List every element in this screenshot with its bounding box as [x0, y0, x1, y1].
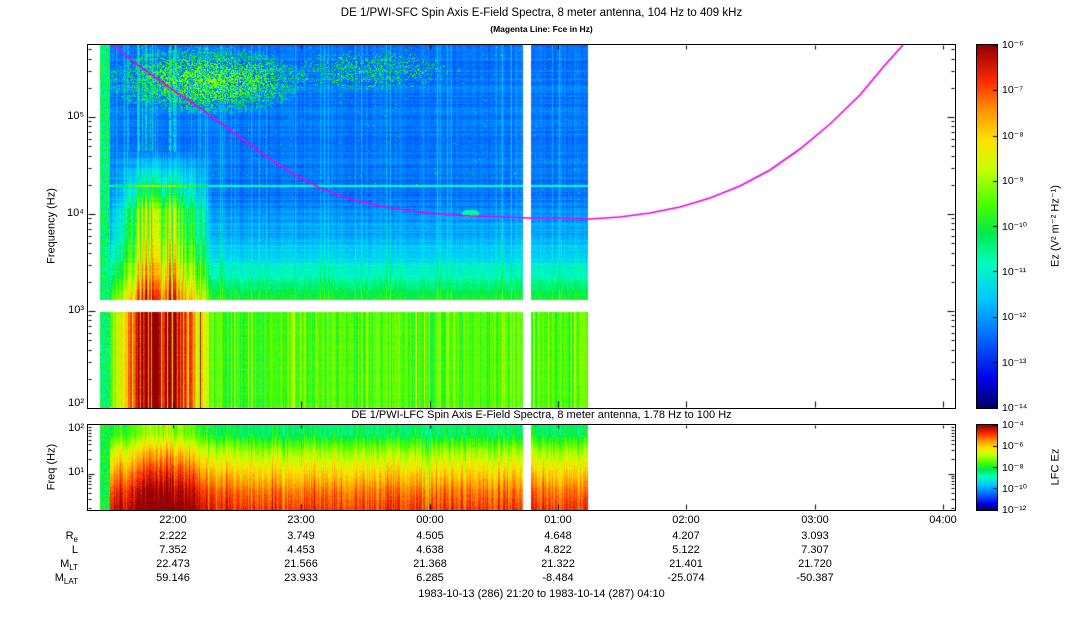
lfc-colorbar-tick-label: 10⁻⁴: [1002, 419, 1024, 431]
lfc-ytick-label: 10¹: [68, 466, 84, 478]
sfc-ytick-label: 10²: [68, 397, 84, 409]
lfc-colorbar-tick-label: 10⁻⁶: [1002, 440, 1024, 453]
ephemeris-value: 4.505: [416, 530, 444, 542]
ephemeris-row-label-mlt: MLT: [60, 558, 78, 573]
ephemeris-value: 21.566: [284, 558, 318, 570]
ephemeris-value: 5.122: [672, 544, 700, 556]
ephemeris-value: 22.473: [156, 558, 190, 570]
ephemeris-row-label-re: Re: [65, 530, 78, 545]
ephemeris-value: -25.074: [667, 572, 705, 584]
sfc-colorbar-tick-label: 10⁻¹⁴: [1002, 402, 1028, 414]
ephemeris-value: 7.352: [159, 544, 187, 556]
ephemeris-value: 4.822: [544, 544, 572, 556]
lfc-spectrogram-canvas: [88, 425, 955, 510]
ephemeris-value: -50.387: [796, 572, 834, 584]
sfc-colorbar-tick-label: 10⁻¹²: [1002, 311, 1027, 324]
ephemeris-value: 21.322: [541, 558, 575, 570]
ephemeris-value: 4.648: [544, 530, 572, 542]
caption: 1983-10-13 (286) 21:20 to 1983-10-14 (28…: [418, 588, 665, 600]
ephemeris-value: -8.484: [542, 572, 574, 584]
sfc-colorbar-tick-label: 10⁻⁹: [1002, 175, 1024, 188]
sfc-ytick-label: 10³: [68, 304, 84, 316]
lfc-title: DE 1/PWI-LFC Spin Axis E-Field Spectra, …: [351, 409, 732, 421]
ephemeris-value: 4.638: [416, 544, 444, 556]
sfc-colorbar-tick-label: 10⁻¹³: [1002, 356, 1027, 369]
sfc-ytick-label: 10⁴: [67, 207, 84, 219]
ephemeris-value: 3.749: [287, 530, 315, 542]
ephemeris-value: 3.093: [801, 530, 829, 542]
ephemeris-value: 21.368: [413, 558, 447, 570]
sfc-colorbar-tick-label: 10⁻¹⁰: [1002, 220, 1027, 233]
sfc-subtitle: (Magenta Line: Fce in Hz): [490, 24, 593, 34]
sfc-colorbar-tick-label: 10⁻⁶: [1002, 39, 1024, 51]
sfc-colorbar-tick-label: 10⁻⁸: [1002, 129, 1024, 142]
x-tick-label: 22:00: [159, 514, 187, 526]
ephemeris-value: 7.307: [801, 544, 829, 556]
lfc-colorbar-tick-label: 10⁻¹⁰: [1002, 482, 1027, 495]
sfc-ytick-label: 10⁵: [67, 110, 84, 122]
lfc-ytick-label: 10²: [68, 422, 84, 434]
x-tick-label: 00:00: [416, 514, 444, 526]
ephemeris-value: 23.933: [284, 572, 318, 584]
x-tick-label: 04:00: [929, 514, 957, 526]
lfc-colorbar-tick-label: 10⁻¹²: [1002, 504, 1027, 516]
sfc-spectrogram-canvas: [88, 45, 955, 408]
sfc-colorbar-tick-label: 10⁻⁷: [1002, 84, 1024, 97]
ephemeris-value: 2.222: [159, 530, 187, 542]
ephemeris-value: 59.146: [156, 572, 190, 584]
ephemeris-value: 21.720: [798, 558, 832, 570]
ephemeris-value: 4.207: [672, 530, 700, 542]
lfc-colorbar-canvas: [977, 425, 997, 510]
x-tick-label: 02:00: [672, 514, 700, 526]
x-tick-label: 23:00: [287, 514, 315, 526]
ephemeris-value: 6.285: [416, 572, 444, 584]
x-tick-label: 01:00: [544, 514, 572, 526]
x-tick-label: 03:00: [801, 514, 829, 526]
ephemeris-value: 4.453: [287, 544, 315, 556]
sfc-ylabel: Frequency (Hz): [45, 188, 58, 264]
lfc-colorbar-tick-label: 10⁻⁸: [1002, 461, 1024, 474]
ephemeris-row-label-l: L: [71, 544, 78, 556]
ephemeris-value: 21.401: [669, 558, 703, 570]
ephemeris-row-label-mlat: MLAT: [54, 572, 78, 587]
sfc-colorbar-tick-label: 10⁻¹¹: [1002, 265, 1027, 278]
sfc-title: DE 1/PWI-SFC Spin Axis E-Field Spectra, …: [340, 7, 743, 19]
sfc-colorbar-canvas: [977, 45, 997, 408]
